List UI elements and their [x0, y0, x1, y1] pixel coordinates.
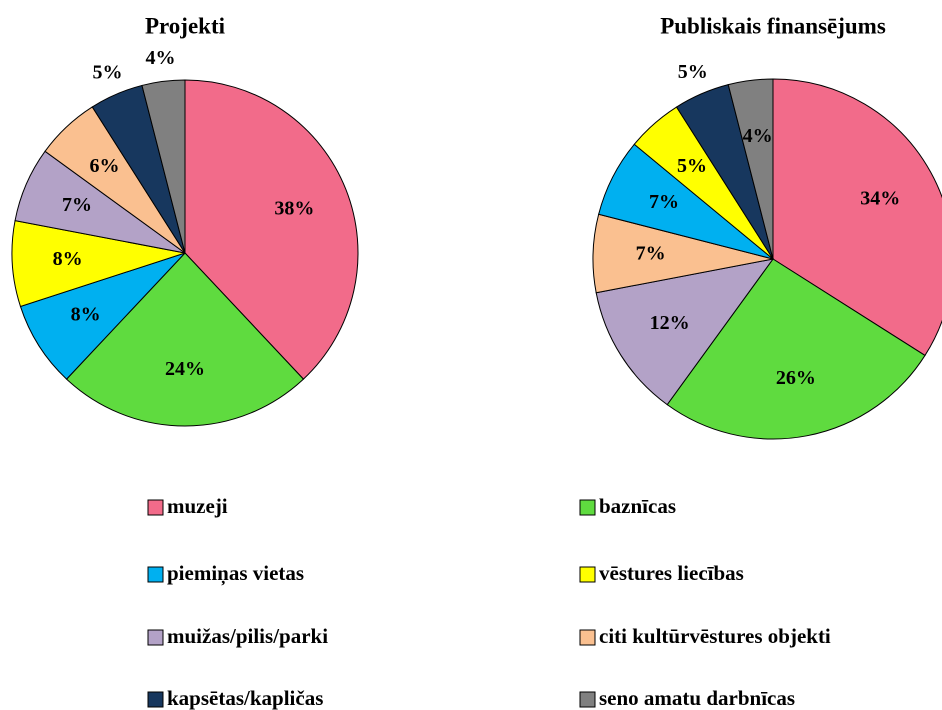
legend-swatch [579, 499, 596, 516]
legend-swatch [147, 499, 164, 516]
pie-slice [595, 258, 775, 406]
data-label: 12% [650, 312, 690, 334]
legend-label: muižas/pilis/parki [167, 624, 328, 648]
pie-slice [727, 78, 774, 260]
chart-title: Publiskais finansējums [660, 13, 886, 38]
pie-slice [184, 79, 359, 380]
data-label: 8% [53, 248, 83, 270]
pie-slice [65, 252, 305, 427]
data-label: 6% [89, 155, 119, 177]
legend-swatch [147, 691, 164, 708]
legend-label: baznīcas [599, 494, 676, 518]
legend-swatch [147, 566, 164, 583]
legend-label: seno amatu darbnīcas [599, 686, 795, 710]
pie-slice [666, 258, 926, 440]
legend-swatch [579, 566, 596, 583]
data-label: 4% [743, 125, 773, 147]
legend-swatch [147, 629, 164, 646]
legend-label: vēstures liecības [599, 561, 744, 585]
legend-label: piemiņas vietas [167, 561, 304, 586]
legend-label: citi kultūrvēstures objekti [599, 624, 831, 648]
data-label: 5% [678, 61, 708, 83]
data-label: 24% [165, 358, 205, 380]
legend-swatch [579, 691, 596, 708]
pie-slice [772, 78, 942, 357]
chart-title: Projekti [145, 13, 226, 38]
data-label: 34% [860, 188, 900, 210]
data-label: 7% [636, 243, 666, 265]
legend-label: kapsētas/kapličas [167, 686, 323, 710]
data-label: 4% [146, 47, 176, 69]
pie-slice [141, 79, 186, 254]
legend-swatch [579, 629, 596, 646]
data-label: 7% [649, 191, 679, 213]
data-label: 8% [71, 304, 101, 326]
data-label: 5% [93, 62, 123, 84]
data-label: 7% [62, 194, 92, 216]
data-label: 26% [776, 367, 816, 389]
data-label: 5% [677, 155, 707, 177]
data-label: 38% [274, 197, 314, 219]
legend-label: muzeji [167, 494, 228, 518]
